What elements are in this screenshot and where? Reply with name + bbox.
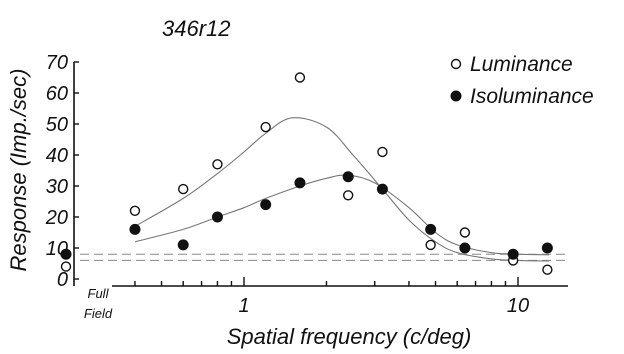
point-luminance xyxy=(377,146,388,158)
point-isoluminance xyxy=(260,199,272,211)
legend-label-luminance: Luminance xyxy=(470,53,573,76)
baseline-group xyxy=(80,253,568,261)
y-tick-label: 0 xyxy=(57,269,68,291)
y-axis-title: Response (Imp./sec) xyxy=(6,69,31,272)
point-isoluminance xyxy=(129,223,141,235)
fit-curve-isoluminance xyxy=(134,174,550,256)
point-isoluminance xyxy=(211,211,223,223)
point-isoluminance xyxy=(541,242,553,254)
legend-marker-luminance xyxy=(450,58,462,70)
point-isoluminance-full-field xyxy=(60,248,72,260)
legend: Luminance Isoluminance xyxy=(450,53,594,108)
legend-marker-isoluminance xyxy=(450,90,462,102)
full-field-label-line1: Full xyxy=(88,286,110,301)
point-isoluminance xyxy=(294,177,306,189)
point-isoluminance xyxy=(376,183,388,195)
point-luminance-full-field xyxy=(60,261,72,272)
legend-label-isoluminance: Isoluminance xyxy=(470,85,594,108)
fit-curve-luminance xyxy=(134,117,550,262)
point-isoluminance xyxy=(342,171,354,183)
point-luminance xyxy=(178,183,189,195)
point-luminance xyxy=(425,239,436,251)
y-tick-label: 40 xyxy=(46,145,68,167)
point-luminance xyxy=(212,159,223,170)
point-luminance xyxy=(260,121,271,133)
y-tick-label: 50 xyxy=(46,114,68,136)
point-isoluminance xyxy=(507,248,519,260)
full-field-label-line2: Field xyxy=(84,306,113,321)
y-tick-label: 70 xyxy=(46,52,68,74)
chart-title: 346r12 xyxy=(162,16,231,41)
point-luminance xyxy=(459,227,471,238)
y-tick-label: 60 xyxy=(46,83,68,105)
point-luminance xyxy=(294,72,306,83)
point-luminance xyxy=(129,205,141,217)
y-tick-label: 20 xyxy=(45,207,68,229)
point-luminance xyxy=(542,264,553,275)
x-tick-label: 1 xyxy=(238,295,249,317)
y-tick-label: 30 xyxy=(46,176,68,198)
x-tick-label: 10 xyxy=(507,295,529,317)
fit-curves xyxy=(134,117,550,262)
x-axis-title: Spatial frequency (c/deg) xyxy=(227,324,472,349)
point-isoluminance xyxy=(425,223,437,235)
point-isoluminance xyxy=(177,239,189,251)
point-isoluminance xyxy=(459,242,471,254)
point-luminance xyxy=(342,190,354,201)
y-axis-title-group: Response (Imp./sec) xyxy=(6,69,31,272)
data-points xyxy=(60,72,553,275)
